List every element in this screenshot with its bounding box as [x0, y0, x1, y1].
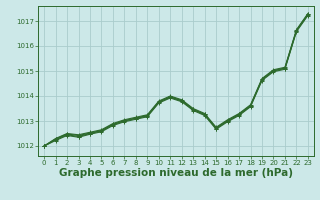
X-axis label: Graphe pression niveau de la mer (hPa): Graphe pression niveau de la mer (hPa): [59, 168, 293, 178]
